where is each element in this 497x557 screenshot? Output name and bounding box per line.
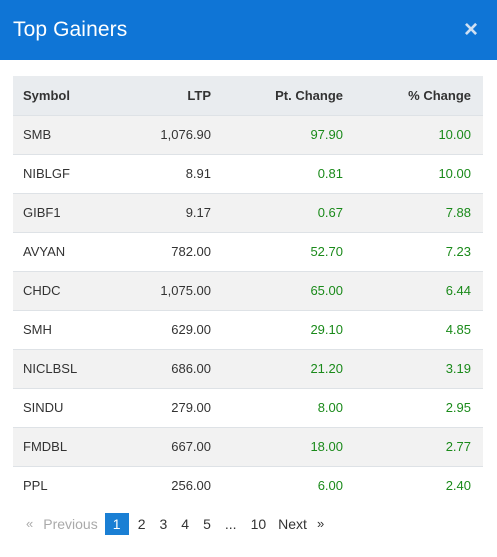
cell-ltp: 629.00 (128, 309, 223, 349)
cell-symbol: AVYAN (13, 231, 128, 271)
table-row[interactable]: SINDU 279.00 8.00 2.95 (13, 387, 483, 427)
cell-ltp: 686.00 (128, 348, 223, 388)
page-numbers: 1 2 3 4 5... 10 (103, 513, 273, 535)
cell-ltp: 1,075.00 (128, 270, 223, 310)
table-row[interactable]: AVYAN 782.00 52.70 7.23 (13, 231, 483, 271)
cell-pt-change: 97.90 (223, 114, 355, 154)
page-link-2[interactable]: 2 (137, 516, 146, 532)
table-row[interactable]: NICLBSL 686.00 21.20 3.19 (13, 348, 483, 388)
table-row[interactable]: CHDC 1,075.00 65.00 6.44 (13, 270, 483, 310)
cell-pt-change: 29.10 (223, 309, 355, 349)
cell-pct-change: 2.77 (355, 426, 483, 466)
cell-pt-change: 65.00 (223, 270, 355, 310)
cell-ltp: 256.00 (128, 465, 223, 505)
table-row[interactable]: NIBLGF 8.91 0.81 10.00 (13, 153, 483, 193)
column-header-pct-change: % Change (408, 87, 471, 103)
cell-pct-change: 7.88 (355, 192, 483, 232)
column-header-pt-change: Pt. Change (275, 87, 343, 103)
page-link-1[interactable]: 1 (104, 513, 129, 535)
page-link-10[interactable]: 10 (250, 516, 267, 532)
cell-pct-change: 10.00 (355, 114, 483, 154)
cell-ltp: 782.00 (128, 231, 223, 271)
cell-pct-change: 2.40 (355, 465, 483, 505)
next-arrow-icon[interactable]: » (316, 516, 325, 531)
cell-pt-change: 18.00 (223, 426, 355, 466)
pagination: « Previous 1 2 3 4 5... 10 Next » (13, 513, 484, 535)
cell-ltp: 667.00 (128, 426, 223, 466)
previous-page-link: Previous (43, 516, 98, 532)
header-row: Symbol LTP Pt. Change % Change (13, 76, 483, 115)
column-header-ltp: LTP (187, 87, 211, 103)
gainers-table: Symbol LTP Pt. Change % Change SMB 1,076.… (13, 76, 483, 505)
cell-ltp: 1,076.90 (128, 114, 223, 154)
modal-header: Top Gainers × (0, 0, 497, 60)
cell-pt-change: 6.00 (223, 465, 355, 505)
page-link-5[interactable]: 5 (203, 516, 211, 532)
cell-pt-change: 52.70 (223, 231, 355, 271)
cell-symbol: SINDU (13, 387, 128, 427)
cell-symbol: FMDBL (13, 426, 128, 466)
cell-symbol: CHDC (13, 270, 128, 310)
cell-symbol: SMH (13, 309, 128, 349)
table-row[interactable]: SMH 629.00 29.10 4.85 (13, 309, 483, 349)
next-page-link[interactable]: Next (278, 516, 307, 532)
table-row[interactable]: SMB 1,076.90 97.90 10.00 (13, 114, 483, 154)
cell-pct-change: 7.23 (355, 231, 483, 271)
cell-symbol: GIBF1 (13, 192, 128, 232)
cell-ltp: 8.91 (128, 153, 223, 193)
page-link-4[interactable]: 4 (181, 516, 190, 532)
cell-pct-change: 2.95 (355, 387, 483, 427)
cell-symbol: PPL (13, 465, 128, 505)
cell-pt-change: 8.00 (223, 387, 355, 427)
cell-pct-change: 3.19 (355, 348, 483, 388)
table-row[interactable]: FMDBL 667.00 18.00 2.77 (13, 426, 483, 466)
page-link-3[interactable]: 3 (159, 516, 168, 532)
previous-arrow-icon: « (26, 516, 34, 531)
table-row[interactable]: GIBF1 9.17 0.67 7.88 (13, 192, 483, 232)
cell-pct-change: 4.85 (355, 309, 483, 349)
cell-pct-change: 10.00 (355, 153, 483, 193)
cell-ltp: 279.00 (128, 387, 223, 427)
column-header-symbol: Symbol (23, 87, 70, 103)
cell-pt-change: 0.67 (223, 192, 355, 232)
cell-symbol: NICLBSL (13, 348, 128, 388)
cell-symbol: NIBLGF (13, 153, 128, 193)
table-row[interactable]: PPL 256.00 6.00 2.40 (13, 465, 483, 505)
close-icon[interactable]: × (463, 16, 478, 43)
page-ellipsis: ... (224, 516, 237, 532)
cell-pt-change: 0.81 (223, 153, 355, 193)
cell-pt-change: 21.20 (223, 348, 355, 388)
table-header: Symbol LTP Pt. Change % Change (13, 76, 483, 115)
table-body: SMB 1,076.90 97.90 10.00 NIBLGF 8.91 0.81 10.00… (13, 114, 483, 505)
cell-pct-change: 6.44 (355, 270, 483, 310)
modal-body: Symbol LTP Pt. Change % Change SMB 1,076.… (0, 60, 497, 535)
modal-title: Top Gainers (13, 18, 128, 41)
cell-symbol: SMB (13, 114, 128, 154)
cell-ltp: 9.17 (128, 192, 223, 232)
